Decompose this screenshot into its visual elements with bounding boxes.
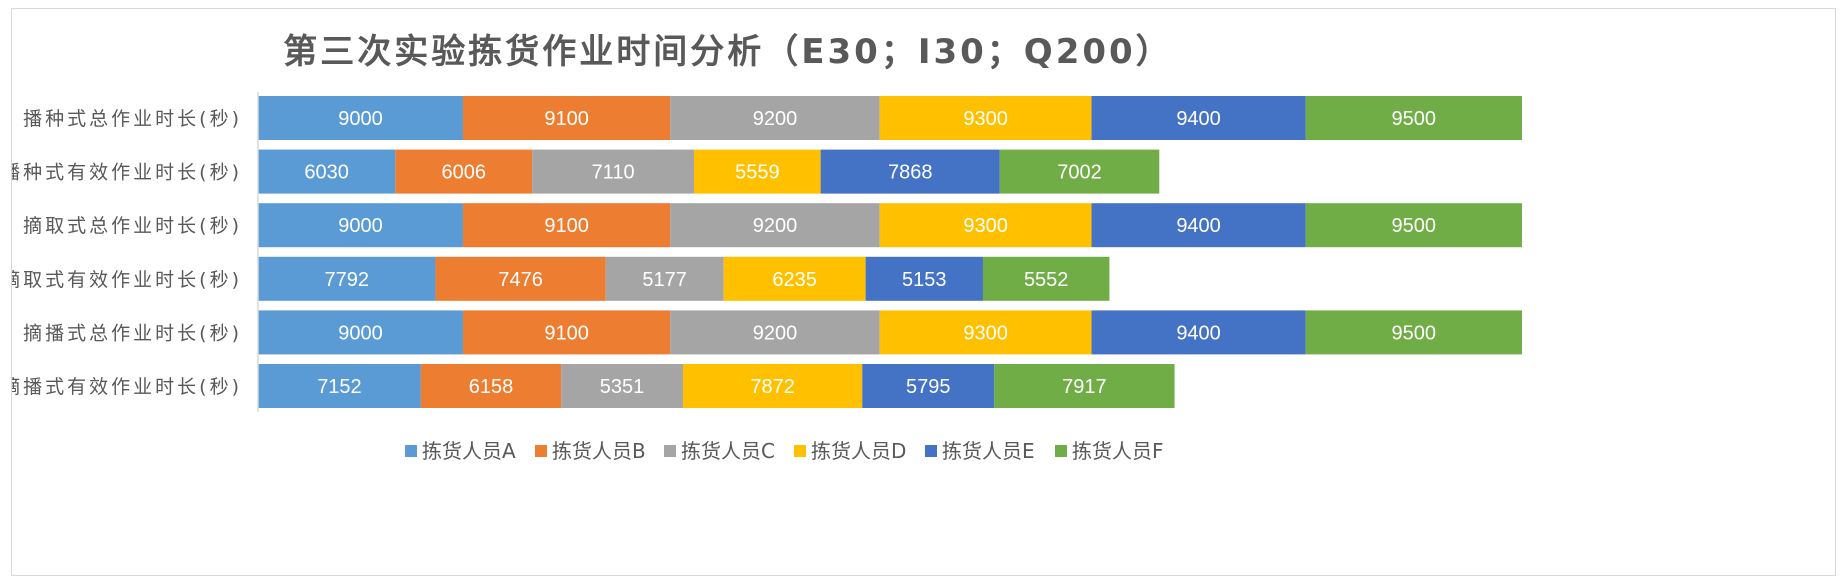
bar-segment (670, 96, 880, 140)
data-label: 6235 (772, 269, 817, 291)
data-label: 9300 (963, 108, 1008, 130)
data-label: 9500 (1392, 215, 1437, 237)
category-label: 播种式有效作业时长(秒) (12, 162, 242, 184)
legend-swatch (925, 445, 937, 457)
bar-segment (258, 364, 421, 408)
data-label: 6030 (304, 162, 349, 184)
data-label: 6158 (469, 376, 514, 398)
bar-segment (670, 310, 880, 355)
bars-layer (258, 96, 1522, 408)
bar-segment (258, 310, 463, 355)
legend-label: 拣货人员E (942, 439, 1035, 463)
legend-swatch (794, 445, 806, 457)
bar-segment (1091, 310, 1306, 355)
legend-swatch (405, 445, 417, 457)
bar-segment (879, 310, 1092, 355)
bar-segment (1305, 203, 1522, 248)
labels-layer: 9000 9100 9200 9300 9400 9500 6030 6006 7110 5559… (304, 108, 1436, 398)
legend-label: 拣货人员D (811, 439, 906, 463)
data-label: 9100 (544, 108, 589, 130)
legend-label: 拣货人员F (1072, 439, 1164, 463)
legend-label: 拣货人员B (552, 439, 646, 463)
bar-segment (605, 256, 724, 301)
data-label: 9500 (1392, 108, 1437, 130)
legend-swatch (664, 445, 676, 457)
bar-segment (865, 256, 983, 301)
bar-segment (694, 149, 821, 194)
legend-label: 拣货人员C (681, 439, 775, 463)
data-label: 6006 (441, 162, 486, 184)
bar-segment (258, 96, 463, 140)
bar-segment (462, 96, 671, 140)
bar-segment (1305, 96, 1522, 140)
bar-segment (1091, 96, 1306, 140)
bar-segment (395, 149, 533, 194)
data-label: 9400 (1176, 215, 1221, 237)
data-label: 5153 (902, 269, 947, 291)
bar-segment (462, 310, 671, 355)
data-label: 5795 (906, 376, 951, 398)
bar-segment (723, 256, 866, 301)
data-label: 7792 (324, 269, 369, 291)
data-label: 9000 (338, 215, 383, 237)
data-label: 9000 (338, 322, 383, 344)
bar-segment (682, 364, 863, 408)
data-label: 5351 (600, 376, 645, 398)
bar-segment (258, 203, 463, 248)
chart-svg: 第三次实验拣货作业时间分析（E30；I30；Q200） 9000 9100 9200… (12, 32, 1522, 463)
bar-segment (670, 203, 880, 248)
data-label: 5177 (642, 269, 687, 291)
bar-segment (258, 149, 396, 194)
legend-label: 拣货人员A (422, 439, 516, 463)
data-label: 9100 (544, 322, 589, 344)
data-label: 5552 (1024, 269, 1069, 291)
data-label: 9400 (1176, 108, 1221, 130)
category-label: 摘取式总作业时长(秒) (23, 215, 242, 237)
bar-segment (462, 203, 671, 248)
legend-swatch (535, 445, 547, 457)
data-label: 9200 (753, 215, 798, 237)
bar-segment (994, 364, 1175, 408)
bar-segment (879, 203, 1092, 248)
data-label: 9000 (338, 108, 383, 130)
category-axis: 播种式总作业时长(秒) 播种式有效作业时长(秒) 摘取式总作业时长(秒) 摘取式有效作… (12, 108, 242, 398)
bar-segment (561, 364, 683, 408)
legend-swatch (1055, 445, 1067, 457)
bar-segment (879, 96, 1092, 140)
data-label: 9300 (963, 215, 1008, 237)
bar-segment (999, 149, 1160, 194)
legend: 拣货人员A 拣货人员B 拣货人员C 拣货人员D 拣货人员E 拣货人员F (405, 439, 1164, 463)
bar-segment (1305, 310, 1522, 355)
bar-segment (1091, 203, 1306, 248)
bar-segment (982, 256, 1110, 301)
data-label: 9500 (1392, 322, 1437, 344)
data-label: 9200 (753, 322, 798, 344)
data-label: 9400 (1176, 322, 1221, 344)
data-label: 7152 (317, 376, 362, 398)
category-label: 摘播式有效作业时长(秒) (12, 376, 242, 398)
category-label: 摘播式总作业时长(秒) (23, 322, 242, 344)
data-label: 9100 (544, 215, 589, 237)
data-label: 7868 (888, 162, 933, 184)
category-label: 播种式总作业时长(秒) (23, 108, 242, 130)
data-label: 7872 (750, 376, 795, 398)
data-label: 7917 (1062, 376, 1107, 398)
bar-segment (435, 256, 606, 301)
data-label: 7476 (498, 269, 543, 291)
bar-segment (862, 364, 995, 408)
data-label: 9200 (753, 108, 798, 130)
chart-frame: 第三次实验拣货作业时间分析（E30；I30；Q200） 9000 9100 9200… (11, 8, 1836, 576)
bar-segment (820, 149, 1000, 194)
category-label: 摘取式有效作业时长(秒) (12, 269, 242, 291)
bar-segment (420, 364, 562, 408)
data-label: 7002 (1057, 162, 1102, 184)
bar-segment (532, 149, 695, 194)
chart-title: 第三次实验拣货作业时间分析（E30；I30；Q200） (283, 32, 1172, 72)
data-label: 7110 (592, 162, 635, 184)
bar-segment (258, 256, 436, 301)
data-label: 5559 (735, 162, 780, 184)
data-label: 9300 (963, 322, 1008, 344)
